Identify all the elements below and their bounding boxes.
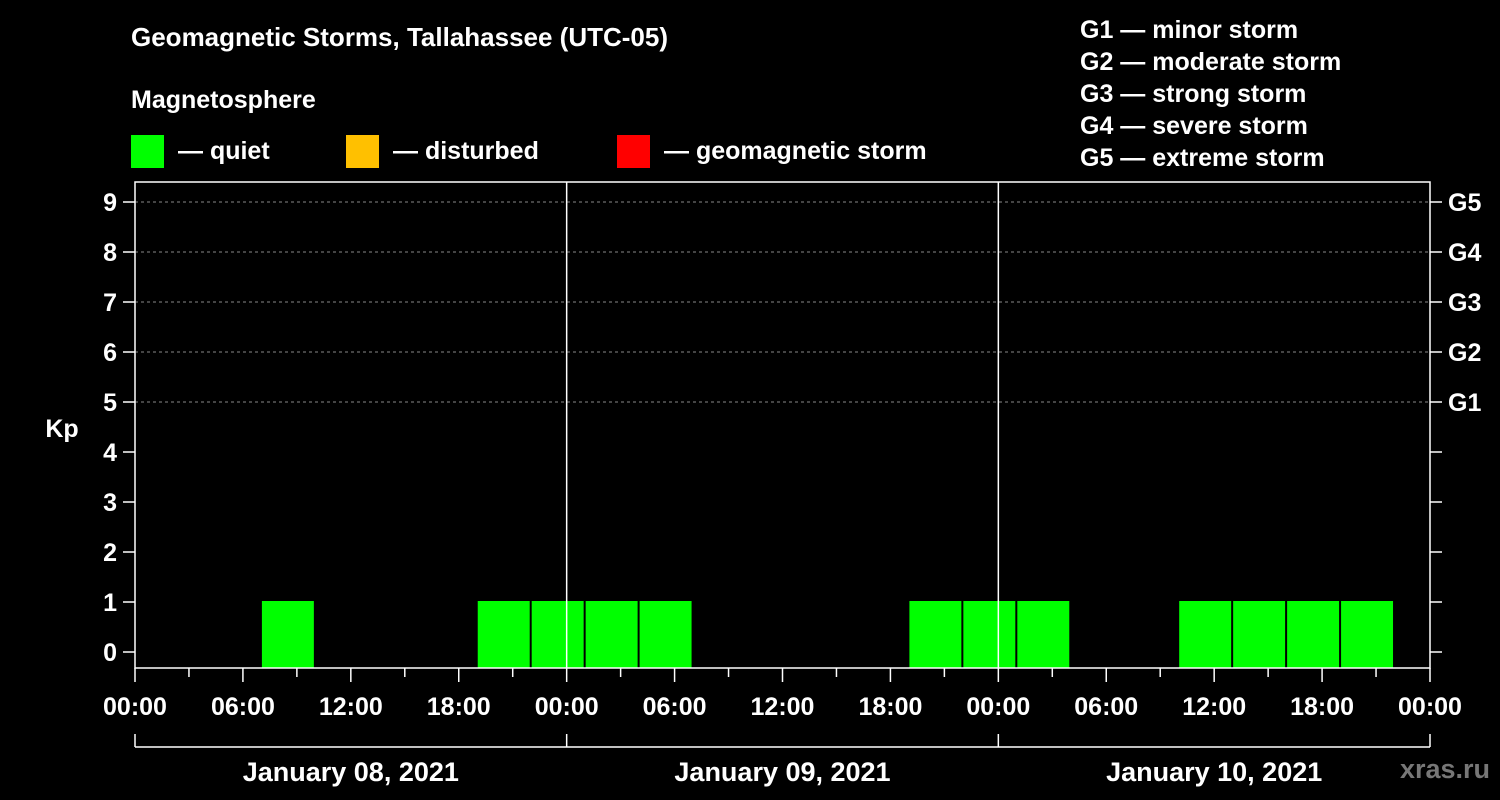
kp-bar bbox=[261, 601, 314, 668]
plot-frame bbox=[134, 181, 1431, 669]
g-tick-label: G2 bbox=[1448, 339, 1481, 367]
g-tick-label: G1 bbox=[1448, 389, 1481, 417]
legend-label-storm: — geomagnetic storm bbox=[664, 136, 927, 165]
kp-bar bbox=[639, 601, 692, 668]
legend-item-quiet: — quiet bbox=[131, 134, 270, 168]
legend-item-disturbed: — disturbed bbox=[346, 134, 539, 168]
g-scale-item-g4: G4 — severe storm bbox=[1080, 112, 1308, 140]
x-tick-label: 06:00 bbox=[1074, 693, 1138, 721]
kp-bar bbox=[963, 601, 1016, 668]
x-tick-label: 00:00 bbox=[535, 693, 599, 721]
legend-item-storm: — geomagnetic storm bbox=[617, 134, 927, 168]
x-tick-label: 18:00 bbox=[427, 693, 491, 721]
y-tick-label: 5 bbox=[103, 389, 117, 417]
kp-bar bbox=[477, 601, 530, 668]
y-tick-label: 4 bbox=[103, 439, 117, 467]
g-tick-label: G3 bbox=[1448, 289, 1481, 317]
kp-bar bbox=[1017, 601, 1070, 668]
y-tick-label: 1 bbox=[103, 589, 117, 617]
x-tick-label: 00:00 bbox=[966, 693, 1030, 721]
magnetosphere-title: Magnetosphere bbox=[131, 86, 316, 114]
y-tick-label: 8 bbox=[103, 239, 117, 267]
g-scale-item-g5: G5 — extreme storm bbox=[1080, 144, 1325, 172]
legend-swatch-storm bbox=[617, 134, 650, 168]
x-tick-label: 18:00 bbox=[1290, 693, 1354, 721]
kp-bar bbox=[1287, 601, 1340, 668]
legend-swatch-quiet bbox=[131, 134, 164, 168]
kp-bar bbox=[585, 601, 638, 668]
x-tick-label: 12:00 bbox=[751, 693, 815, 721]
x-tick-label: 18:00 bbox=[858, 693, 922, 721]
y-tick-label: 2 bbox=[103, 539, 117, 567]
kp-bar bbox=[1341, 601, 1394, 668]
g-tick-label: G4 bbox=[1448, 239, 1481, 267]
legend-label-quiet: — quiet bbox=[178, 136, 270, 165]
kp-bar bbox=[1233, 601, 1286, 668]
y-tick-label: 6 bbox=[103, 339, 117, 367]
x-tick-label: 06:00 bbox=[643, 693, 707, 721]
x-tick-label: 12:00 bbox=[1182, 693, 1246, 721]
legend-label-disturbed: — disturbed bbox=[393, 136, 539, 165]
g-scale-legend: G1 — minor storm G2 — moderate storm G3 … bbox=[1080, 14, 1341, 174]
y-tick-label: 0 bbox=[103, 639, 117, 667]
g-tick-label: G5 bbox=[1448, 189, 1481, 217]
chart-title: Geomagnetic Storms, Tallahassee (UTC-05) bbox=[131, 22, 669, 52]
kp-bar bbox=[909, 601, 962, 668]
x-tick-label: 00:00 bbox=[103, 693, 167, 721]
kp-bar bbox=[531, 601, 584, 668]
x-tick-label: 00:00 bbox=[1398, 693, 1462, 721]
kp-bar bbox=[1179, 601, 1232, 668]
x-tick-label: 06:00 bbox=[211, 693, 275, 721]
legend-swatch-disturbed bbox=[346, 134, 379, 168]
x-tick-label: 12:00 bbox=[319, 693, 383, 721]
g-scale-item-g3: G3 — strong storm bbox=[1080, 80, 1307, 108]
y-tick-label: 9 bbox=[103, 189, 117, 217]
y-tick-label: 7 bbox=[103, 289, 117, 317]
date-label: January 08, 2021 bbox=[243, 757, 459, 787]
y-axis-label: Kp bbox=[45, 415, 78, 443]
g-scale-item-g1: G1 — minor storm bbox=[1080, 16, 1299, 44]
date-label: January 10, 2021 bbox=[1106, 757, 1322, 787]
y-tick-label: 3 bbox=[103, 489, 117, 517]
g-scale-item-g2: G2 — moderate storm bbox=[1080, 48, 1342, 76]
watermark: xras.ru bbox=[1399, 754, 1490, 784]
date-label: January 09, 2021 bbox=[674, 757, 890, 787]
